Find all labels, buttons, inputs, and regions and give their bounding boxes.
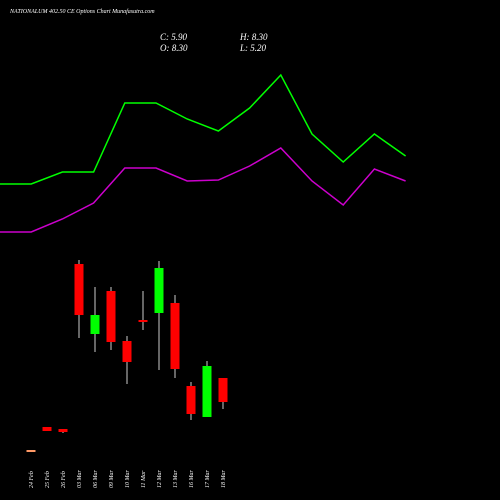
candle-body bbox=[170, 303, 180, 369]
indicator-line bbox=[0, 147, 406, 233]
x-tick-label: 11 Mar bbox=[141, 470, 147, 488]
candle-body bbox=[58, 429, 68, 432]
candle-body bbox=[154, 268, 164, 313]
x-tick-label: 25 Feb bbox=[45, 471, 51, 488]
indicator-line bbox=[0, 73, 407, 185]
x-tick-label: 16 Mar bbox=[189, 470, 195, 488]
candle-body bbox=[122, 341, 132, 362]
candle-body bbox=[138, 320, 148, 322]
candle-body bbox=[74, 264, 84, 315]
x-tick-label: 06 Mar bbox=[93, 470, 99, 488]
ohlc-open: O: 8.30 bbox=[160, 43, 188, 53]
candle-body bbox=[186, 386, 196, 414]
x-tick-label: 26 Feb bbox=[61, 471, 67, 488]
x-tick-label: 09 Mar bbox=[109, 470, 115, 488]
x-tick-label: 17 Mar bbox=[205, 470, 211, 488]
x-tick-label: 18 Mar bbox=[221, 470, 227, 488]
candle-body bbox=[202, 366, 212, 417]
candle-body bbox=[42, 427, 52, 431]
chart-title: NATIONALUM 402.50 CE Options Chart Munaf… bbox=[9, 8, 155, 15]
x-tick-label: 13 Mar bbox=[173, 470, 179, 488]
candle-body bbox=[218, 378, 228, 402]
candle-body bbox=[26, 450, 36, 452]
x-tick-label: 24 Feb bbox=[28, 471, 35, 488]
ohlc-close: C: 5.90 bbox=[160, 32, 188, 42]
candle-body bbox=[106, 291, 116, 342]
ohlc-low: L: 5.20 bbox=[239, 43, 267, 53]
x-tick-label: 10 Mar bbox=[125, 470, 131, 488]
ohlc-high: H: 8.30 bbox=[239, 32, 268, 42]
candle-body bbox=[90, 315, 100, 334]
x-tick-label: 12 Mar bbox=[157, 470, 163, 488]
x-tick-label: 03 Mar bbox=[77, 470, 83, 488]
